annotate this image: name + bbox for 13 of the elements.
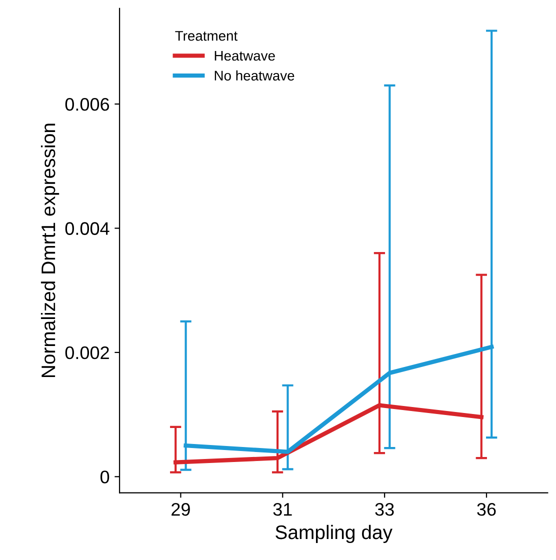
legend-label: No heatwave: [214, 70, 294, 81]
y-tick-label: 0.004: [65, 222, 110, 235]
x-tick-label: 29: [172, 503, 190, 516]
y-tick-label: 0.002: [65, 346, 109, 360]
x-axis-title: Sampling day: [276, 524, 392, 544]
legend-title: Treatment: [175, 31, 238, 41]
y-axis-title: Normalized Dmrt1 expression: [40, 124, 60, 378]
x-tick-label: 33: [375, 503, 394, 516]
x-tick-label: 31: [273, 503, 292, 516]
y-tick-label: 0.006: [65, 98, 110, 111]
y-tick-label: 0: [100, 470, 110, 484]
x-tick-label: 36: [477, 503, 496, 516]
legend-label: Heatwave: [214, 50, 275, 61]
